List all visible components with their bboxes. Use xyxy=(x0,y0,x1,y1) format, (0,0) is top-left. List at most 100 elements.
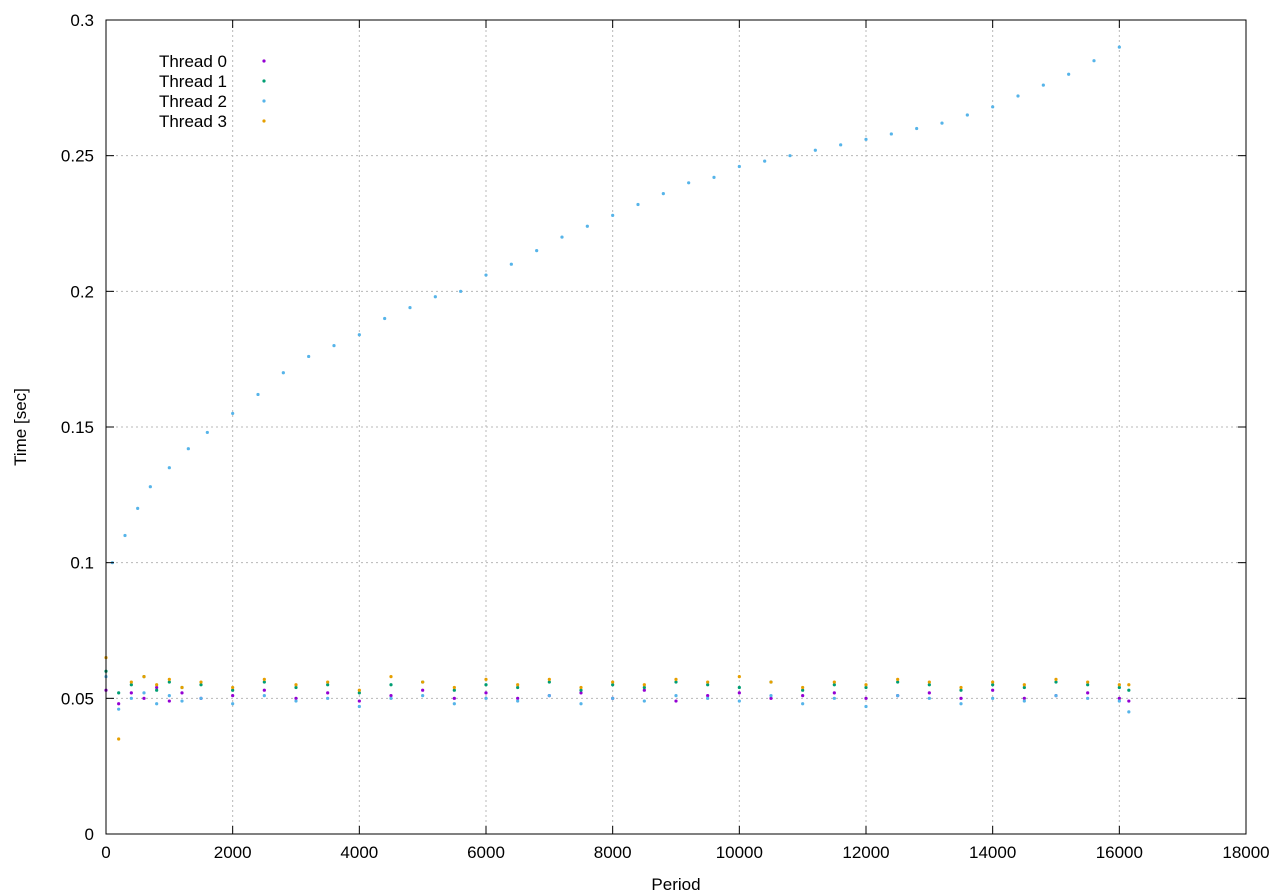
data-point xyxy=(896,680,900,684)
data-point xyxy=(642,688,646,692)
data-point xyxy=(927,691,931,695)
data-point xyxy=(1127,699,1131,703)
x-tick-label: 14000 xyxy=(969,843,1016,862)
data-point xyxy=(611,680,615,684)
series-0 xyxy=(104,685,1131,706)
data-point xyxy=(389,683,393,687)
data-point xyxy=(205,430,209,435)
data-point xyxy=(1127,683,1131,687)
data-point xyxy=(832,696,836,700)
data-point xyxy=(737,164,741,169)
data-point xyxy=(148,485,152,489)
x-tick-label: 16000 xyxy=(1096,843,1143,862)
data-point xyxy=(991,688,995,692)
data-point xyxy=(763,159,767,163)
legend-label: Thread 0 xyxy=(159,52,227,71)
data-point xyxy=(611,696,615,700)
data-point xyxy=(769,694,773,698)
legend-marker xyxy=(262,119,266,123)
legend-marker xyxy=(262,99,266,103)
data-point xyxy=(642,699,646,703)
data-point xyxy=(737,675,741,679)
data-point xyxy=(199,683,203,687)
data-point xyxy=(801,702,805,706)
data-point xyxy=(579,688,583,692)
x-tick-label: 2000 xyxy=(214,843,252,862)
x-tick-label: 18000 xyxy=(1222,843,1269,862)
data-point xyxy=(256,392,260,397)
y-tick-label: 0.1 xyxy=(70,554,94,573)
legend-marker xyxy=(262,79,266,83)
x-axis-label: Period xyxy=(651,875,700,894)
data-point xyxy=(959,685,963,690)
y-axis-label: Time [sec] xyxy=(11,388,30,466)
data-point xyxy=(262,688,266,692)
data-point xyxy=(611,213,615,217)
data-point xyxy=(186,447,190,451)
data-point xyxy=(281,371,285,375)
data-point xyxy=(307,354,311,359)
data-point xyxy=(1054,694,1058,698)
data-point xyxy=(408,306,412,310)
data-point xyxy=(1067,72,1071,76)
data-point xyxy=(864,683,868,687)
data-point xyxy=(927,680,931,684)
data-point xyxy=(294,685,298,690)
data-point xyxy=(129,683,133,687)
data-point xyxy=(991,683,995,687)
data-point xyxy=(357,704,361,709)
data-point xyxy=(915,126,919,131)
data-point xyxy=(547,694,551,698)
data-point xyxy=(129,691,133,695)
data-point xyxy=(864,704,868,709)
data-point xyxy=(991,105,995,109)
data-point xyxy=(357,691,361,695)
data-point xyxy=(864,137,868,141)
data-point xyxy=(896,677,900,681)
data-point xyxy=(389,694,393,698)
data-point xyxy=(326,683,330,687)
data-point xyxy=(706,696,710,700)
data-point xyxy=(231,411,235,416)
x-tick-label: 4000 xyxy=(340,843,378,862)
data-point xyxy=(636,202,640,207)
data-point xyxy=(484,691,488,695)
data-point xyxy=(129,696,133,700)
data-point xyxy=(1022,683,1026,687)
data-point xyxy=(262,680,266,684)
data-point xyxy=(687,181,691,185)
data-point xyxy=(965,113,969,117)
data-point xyxy=(231,688,235,692)
data-point xyxy=(1016,94,1020,98)
data-point xyxy=(547,677,551,681)
data-point xyxy=(737,691,741,695)
data-point xyxy=(136,506,140,510)
data-point xyxy=(262,677,266,681)
data-point xyxy=(801,685,805,690)
data-point xyxy=(484,273,488,277)
data-point xyxy=(421,694,425,698)
x-tick-label: 8000 xyxy=(594,843,632,862)
data-point xyxy=(117,691,121,695)
y-tick-label: 0.25 xyxy=(61,147,94,166)
data-point xyxy=(585,224,589,228)
legend-label: Thread 1 xyxy=(159,72,227,91)
data-point xyxy=(167,680,171,684)
data-point xyxy=(484,683,488,687)
data-point xyxy=(1117,685,1121,690)
data-point xyxy=(712,175,716,179)
data-point xyxy=(927,696,931,700)
data-point xyxy=(262,694,266,698)
data-point xyxy=(737,685,741,690)
data-point xyxy=(706,680,710,684)
data-point xyxy=(579,685,583,690)
data-point xyxy=(117,737,121,741)
data-point xyxy=(1086,691,1090,695)
data-point xyxy=(180,691,184,695)
y-tick-label: 0 xyxy=(85,825,94,844)
x-tick-label: 12000 xyxy=(842,843,889,862)
data-point xyxy=(484,677,488,681)
data-point xyxy=(180,685,184,690)
